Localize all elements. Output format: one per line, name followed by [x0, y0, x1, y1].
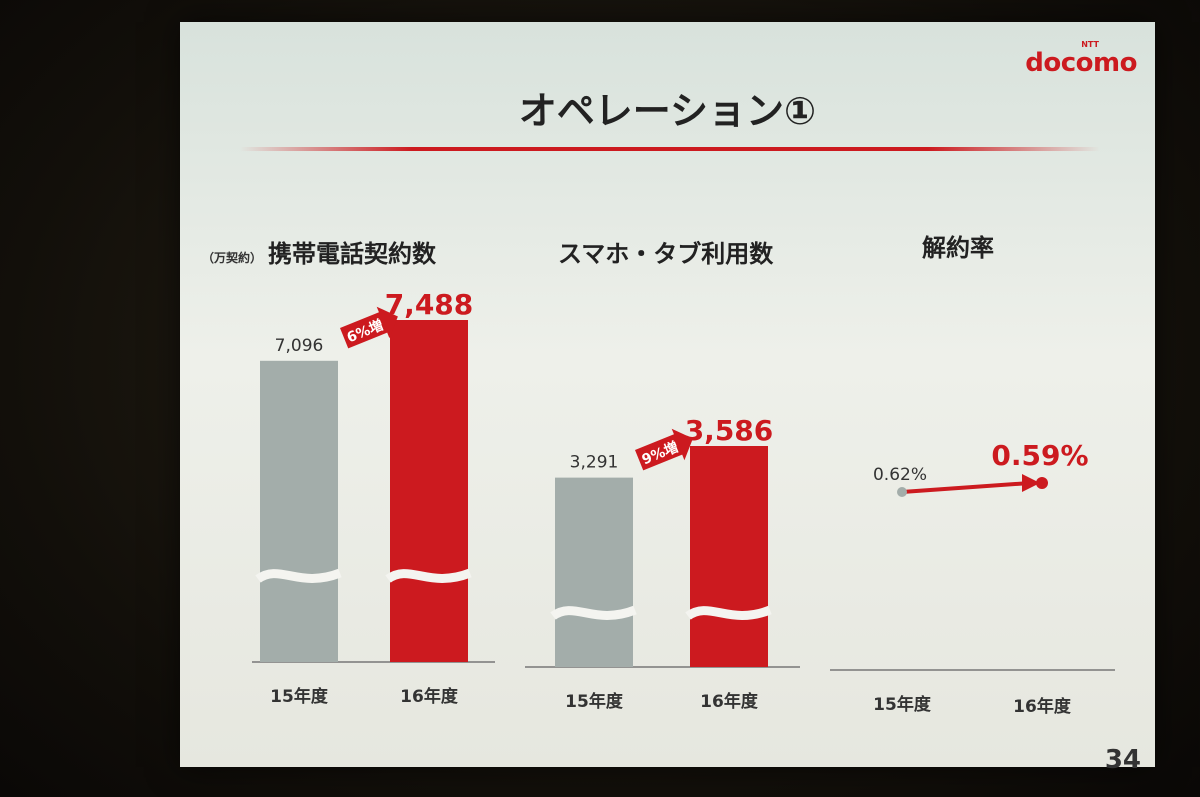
- panel-title-contracts: （万契約） 携帯電話契約数: [202, 234, 436, 269]
- axis-break-wave: [550, 605, 637, 620]
- value-label-fy16: 7,488: [385, 288, 474, 321]
- churn-line: [901, 481, 1031, 494]
- value-label-fy15: 0.62%: [873, 465, 927, 485]
- title-underline: [240, 147, 1100, 151]
- unit-label: （万契約）: [202, 251, 263, 265]
- axis-break-wave: [385, 568, 472, 583]
- category-label: 16年度: [700, 691, 759, 712]
- axis-break-wave: [685, 605, 772, 620]
- category-label: 15年度: [270, 686, 329, 707]
- point-fy16: [1036, 477, 1048, 489]
- value-label-fy16: 0.59%: [991, 439, 1088, 472]
- panel-title-smartphones: スマホ・タブ利用数: [558, 240, 774, 268]
- slide-title: オペレーション①: [518, 89, 817, 133]
- bar-fy15: [260, 360, 338, 662]
- value-label-fy15: 3,291: [570, 453, 619, 473]
- point-fy15: [897, 487, 907, 497]
- docomo-logo: docomo: [1025, 48, 1137, 78]
- value-label-fy15: 7,096: [275, 336, 324, 356]
- page-number: 34: [1104, 745, 1141, 775]
- category-label: 15年度: [873, 694, 932, 715]
- bar-fy15: [555, 477, 633, 667]
- category-label: 16年度: [1013, 696, 1072, 717]
- contracts-title: 携帯電話契約数: [268, 240, 437, 268]
- category-label: 15年度: [565, 691, 624, 712]
- panel-title-churn: 解約率: [922, 234, 994, 262]
- ntt-label: NTT: [1081, 40, 1099, 49]
- growth-arrow-shape: [340, 306, 398, 349]
- churn-arrowhead: [1022, 474, 1040, 492]
- slide: NTT docomo オペレーション① （万契約） 携帯電話契約数 スマホ・タブ利…: [180, 22, 1155, 775]
- category-label: 16年度: [400, 686, 459, 707]
- value-label-fy16: 3,586: [685, 414, 774, 447]
- axis-break-wave: [255, 568, 342, 583]
- charts-canvas: 7,09615年度7,48816年度6%増3,29115年度3,58616年度9…: [252, 288, 1115, 717]
- bar-fy16: [390, 320, 468, 662]
- growth-arrow-shape: [635, 428, 693, 471]
- bar-fy16: [690, 446, 768, 667]
